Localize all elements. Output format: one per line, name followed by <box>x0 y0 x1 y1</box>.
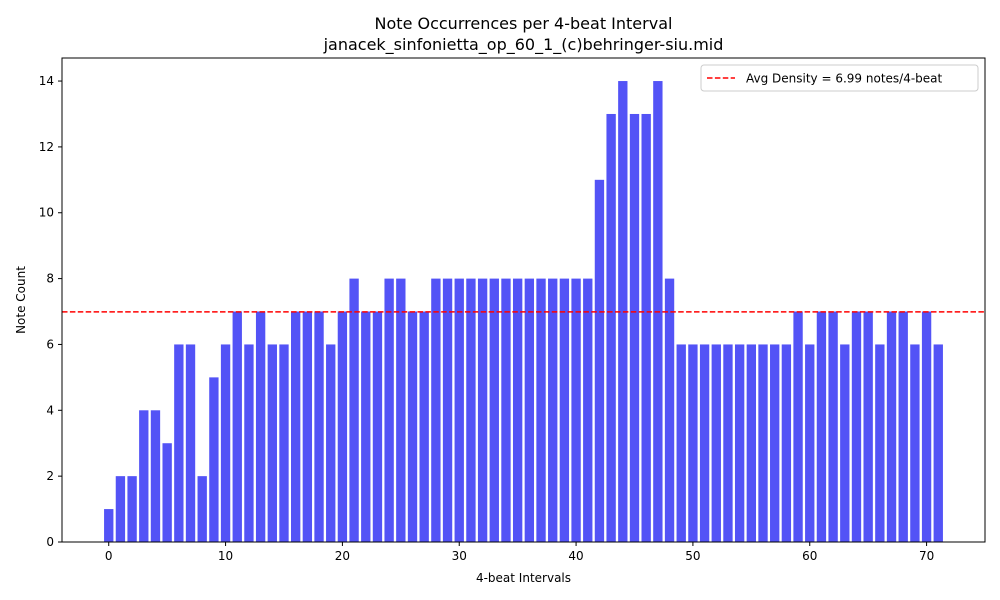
bar <box>185 344 196 542</box>
chart-title: Note Occurrences per 4-beat Interval <box>375 14 673 33</box>
bar <box>209 377 219 542</box>
bar <box>279 344 289 542</box>
bar <box>886 311 897 542</box>
legend-label: Avg Density = 6.99 notes/4-beat <box>746 72 943 86</box>
bar <box>174 344 184 542</box>
bar <box>805 344 815 542</box>
bar <box>419 311 429 542</box>
bar <box>711 344 721 542</box>
bar <box>337 311 348 542</box>
bar <box>454 278 464 542</box>
bar <box>302 311 313 542</box>
y-tick-label: 8 <box>46 272 54 286</box>
bar <box>396 278 406 542</box>
y-tick-label: 10 <box>39 206 54 220</box>
bar <box>734 344 745 542</box>
bar <box>548 278 558 542</box>
bar <box>910 344 920 542</box>
bar <box>559 278 570 542</box>
bar <box>618 81 628 543</box>
y-tick-label: 14 <box>39 74 54 88</box>
bar <box>104 509 114 542</box>
bar <box>723 344 733 542</box>
bar <box>197 476 207 542</box>
x-tick-label: 50 <box>685 549 700 563</box>
bar <box>571 278 581 542</box>
bar <box>489 278 499 542</box>
x-tick-label: 60 <box>802 549 817 563</box>
bar <box>361 311 371 542</box>
bar <box>875 344 885 542</box>
bar <box>758 344 768 542</box>
bar <box>127 476 137 542</box>
bar <box>232 311 242 542</box>
x-tick-label: 40 <box>568 549 583 563</box>
bar <box>267 344 277 542</box>
x-tick-label: 30 <box>452 549 467 563</box>
legend: Avg Density = 6.99 notes/4-beat <box>700 64 979 92</box>
bar <box>816 311 827 542</box>
bar <box>326 344 336 542</box>
bar <box>162 443 172 542</box>
bar <box>372 311 383 542</box>
chart-subtitle: janacek_sinfonietta_op_60_1_(c)behringer… <box>323 35 724 55</box>
bar <box>921 311 932 542</box>
bar <box>933 344 943 542</box>
bar <box>828 311 838 542</box>
bar <box>781 344 792 542</box>
bar <box>407 311 418 542</box>
x-tick-label: 70 <box>919 549 934 563</box>
plot-frame <box>61 57 986 543</box>
x-tick-label: 0 <box>105 549 113 563</box>
bar <box>688 344 698 542</box>
bar <box>501 278 511 542</box>
bar <box>314 311 324 542</box>
bar <box>431 278 441 542</box>
x-ticks: 0 10 20 30 40 50 60 70 <box>105 542 934 563</box>
bar <box>641 113 651 543</box>
bar <box>442 278 453 542</box>
bar <box>115 476 126 542</box>
bar <box>524 278 535 542</box>
y-ticks: 0 2 4 6 8 10 12 14 <box>39 74 62 549</box>
bar <box>851 311 862 542</box>
bar <box>244 344 254 542</box>
x-tick-label: 10 <box>218 549 233 563</box>
bar <box>664 278 675 542</box>
bar <box>290 311 301 542</box>
y-tick-label: 0 <box>46 535 54 549</box>
bar <box>466 278 476 542</box>
bar <box>220 344 231 542</box>
x-axis-label: 4-beat Intervals <box>476 571 571 585</box>
y-tick-label: 4 <box>46 403 54 417</box>
y-tick-label: 2 <box>46 469 54 483</box>
bar <box>477 278 488 542</box>
bar <box>863 311 873 542</box>
bar <box>898 311 908 542</box>
bar <box>699 344 710 542</box>
bar <box>139 410 149 542</box>
bar <box>512 278 523 542</box>
y-tick-label: 6 <box>46 337 54 351</box>
bar <box>629 113 640 543</box>
legend-box <box>700 64 979 92</box>
bar <box>676 344 686 542</box>
bar <box>536 278 546 542</box>
bar <box>840 344 850 542</box>
y-tick-label: 12 <box>39 140 54 154</box>
bar <box>606 113 616 543</box>
bar <box>255 311 266 542</box>
bar <box>793 311 803 542</box>
bar <box>770 344 780 542</box>
bars-group <box>104 81 943 543</box>
bar <box>594 179 605 543</box>
y-axis-label: Note Count <box>14 266 28 334</box>
bar <box>384 278 394 542</box>
x-tick-label: 20 <box>335 549 350 563</box>
bar <box>583 278 593 542</box>
bar <box>150 410 161 542</box>
bar <box>746 344 757 542</box>
bar <box>349 278 359 542</box>
